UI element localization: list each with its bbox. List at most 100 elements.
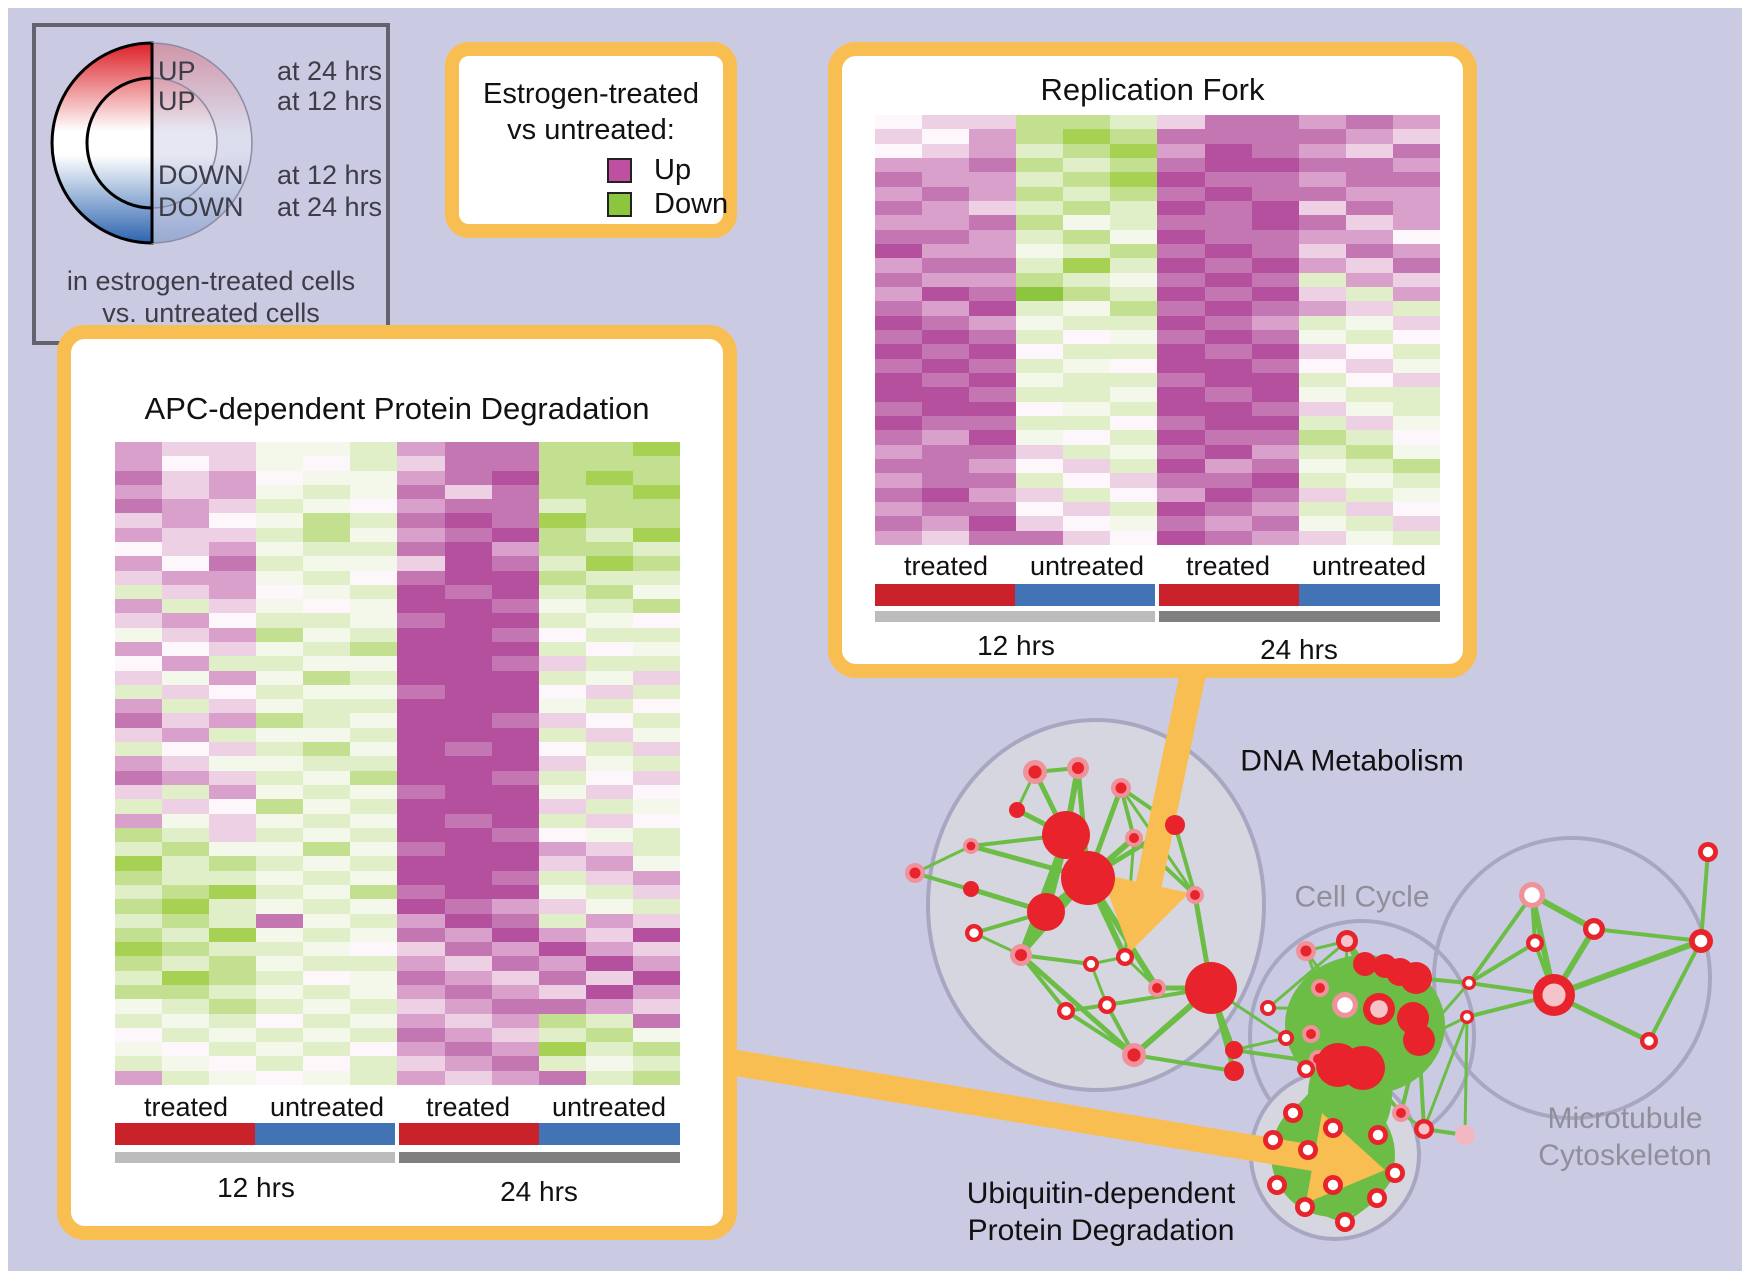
heatmap-cell xyxy=(397,684,445,700)
heatmap-cell xyxy=(875,115,923,130)
heatmap-cell xyxy=(1345,458,1393,474)
heatmap-cell xyxy=(256,970,304,985)
heatmap-cell xyxy=(922,430,970,445)
heatmap-cell xyxy=(303,742,351,757)
heatmap-cell xyxy=(397,1042,445,1057)
heatmap-cell xyxy=(350,927,398,943)
heatmap-cell xyxy=(491,627,539,643)
heatmap-cell xyxy=(969,401,1017,416)
heatmap-cell xyxy=(1110,358,1158,373)
heatmap-cell xyxy=(1063,387,1111,402)
panel-to-cluster-arrows xyxy=(727,637,1385,1203)
heatmap-cell xyxy=(538,999,586,1014)
heatmap-cell xyxy=(209,656,257,671)
heatmap-cell xyxy=(538,799,586,814)
heatmap-cell xyxy=(1063,286,1111,302)
heatmap-cell xyxy=(1063,473,1111,488)
heatmap-cell xyxy=(491,470,539,485)
heatmap-cell xyxy=(632,670,680,685)
heatmap-cell xyxy=(1016,372,1064,388)
heatmap-cell xyxy=(632,613,680,628)
heatmap-cell xyxy=(875,229,923,244)
heatmap-cell xyxy=(1016,258,1064,273)
heatmap-cell xyxy=(1298,157,1346,173)
heatmap-cell xyxy=(1063,530,1111,545)
heatmap-cell xyxy=(115,1027,163,1043)
heatmap-cell xyxy=(162,727,210,743)
heatmap-cell xyxy=(1157,473,1205,488)
heatmap-cell xyxy=(1345,473,1393,488)
heatmap-cell xyxy=(350,813,398,828)
heatmap-cell xyxy=(1345,115,1393,130)
heatmap-cell xyxy=(1204,401,1252,416)
heatmap-cell xyxy=(209,484,257,500)
heatmap-cell xyxy=(1110,387,1158,402)
heatmap-cell xyxy=(303,513,351,528)
heatmap-cell xyxy=(397,827,445,843)
heatmap-cell xyxy=(397,813,445,828)
heatmap-cell xyxy=(875,286,923,302)
heatmap-cell xyxy=(875,444,923,459)
heatmap-cell xyxy=(1392,344,1440,359)
heatmap-cell xyxy=(491,484,539,500)
heatmap-cell xyxy=(922,258,970,273)
heatmap-cell xyxy=(1298,129,1346,144)
heatmap-cell xyxy=(1298,329,1346,345)
heatmap-cell xyxy=(1110,501,1158,517)
heatmap-cell xyxy=(162,627,210,643)
heatmap-cell xyxy=(444,442,492,457)
heatmap-cell xyxy=(1063,372,1111,388)
heatmap-cell xyxy=(115,670,163,685)
heatmap-cell xyxy=(538,784,586,800)
heatmap-cell xyxy=(922,115,970,130)
heatmap-cell xyxy=(922,200,970,216)
heatmap-cell xyxy=(115,784,163,800)
updown-color-key: Estrogen-treated vs untreated: Up Down xyxy=(445,42,737,238)
heatmap-cell xyxy=(875,387,923,402)
heatmap-cell xyxy=(1204,372,1252,388)
heatmap-cell xyxy=(922,315,970,330)
heatmap-cell xyxy=(585,670,633,685)
heatmap-cell xyxy=(444,856,492,871)
heatmap-cell xyxy=(632,799,680,814)
heatmap-cell xyxy=(1204,530,1252,545)
heatmap-cell xyxy=(397,927,445,943)
heatmap-cell xyxy=(1063,115,1111,130)
heatmap-cell xyxy=(1392,315,1440,330)
heatmap-cell xyxy=(444,999,492,1014)
heatmap-cell xyxy=(1063,329,1111,345)
heatmap-cell xyxy=(1251,473,1299,488)
heatmap-cell xyxy=(350,727,398,743)
heatmap-cell xyxy=(444,584,492,600)
heatmap-cell xyxy=(1204,358,1252,373)
heatmap-cell xyxy=(350,470,398,485)
heatmap-cell xyxy=(444,613,492,628)
heatmap-cell xyxy=(162,713,210,728)
heatmap-cell xyxy=(162,942,210,957)
heatmap-cell xyxy=(538,684,586,700)
heatmap-cell xyxy=(632,627,680,643)
heatmap-cell xyxy=(209,899,257,914)
heatmap-cell xyxy=(922,229,970,244)
heatmap-cell xyxy=(162,1013,210,1028)
heatmap-cell xyxy=(303,770,351,785)
heatmap-cell xyxy=(1345,358,1393,373)
heatmap-cell xyxy=(1110,258,1158,273)
heatmap-cell xyxy=(115,456,163,471)
heatmap-cell xyxy=(1345,430,1393,445)
heatmap-cell xyxy=(303,1013,351,1028)
heatmap-cell xyxy=(303,627,351,643)
heatmap-cell xyxy=(1063,458,1111,474)
heatmap-cell xyxy=(444,742,492,757)
heatmap-cell xyxy=(115,742,163,757)
heatmap-cell xyxy=(350,513,398,528)
heatmap-cell xyxy=(209,727,257,743)
heatmap-cell xyxy=(1110,243,1158,259)
heatmap-cell xyxy=(350,584,398,600)
heatmap-cell xyxy=(969,530,1017,545)
heatmap-cell xyxy=(922,530,970,545)
heatmap-cell xyxy=(256,527,304,543)
heatmap-cell xyxy=(922,301,970,316)
heatmap-cell xyxy=(1110,157,1158,173)
